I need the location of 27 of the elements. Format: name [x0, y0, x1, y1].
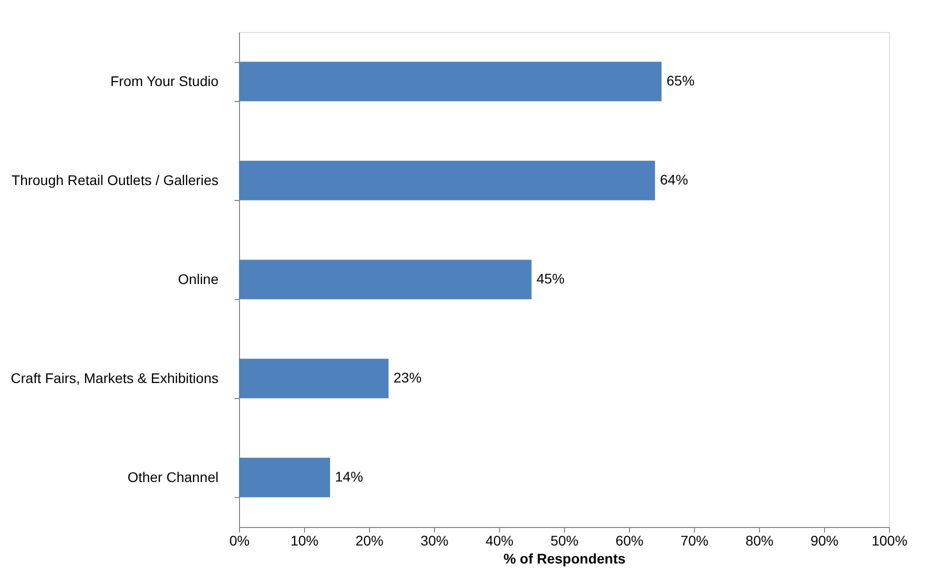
x-tick-label: 90% — [810, 532, 839, 548]
bar — [239, 160, 655, 200]
x-tick-label: 70% — [680, 532, 709, 548]
x-tick-label: 80% — [745, 532, 774, 548]
x-tick-label: 0% — [229, 532, 250, 548]
bar — [239, 260, 532, 300]
data-label: 23% — [394, 370, 422, 386]
x-tick-label: 10% — [290, 532, 319, 548]
y-tick-label: Other Channel — [127, 469, 218, 485]
x-tick-label: 60% — [615, 532, 644, 548]
x-tick-label: 20% — [355, 532, 384, 548]
y-tick-label: From Your Studio — [110, 73, 219, 89]
y-tick-label: Online — [178, 271, 219, 287]
data-label: 45% — [536, 270, 565, 286]
x-tick-label: 100% — [872, 532, 908, 548]
x-tick-label: 50% — [550, 532, 579, 548]
data-label: 65% — [666, 72, 695, 88]
bar — [239, 458, 330, 498]
bar — [239, 358, 388, 398]
bar — [239, 62, 662, 102]
x-tick-label: 30% — [420, 532, 449, 548]
y-tick-label: Through Retail Outlets / Galleries — [12, 172, 218, 188]
data-label: 64% — [660, 172, 688, 188]
data-label: 14% — [335, 468, 364, 484]
x-tick-label: 40% — [485, 532, 514, 548]
y-tick-label: Craft Fairs, Markets & Exhibitions — [10, 370, 218, 386]
x-axis-title: % of Respondents — [503, 550, 626, 566]
